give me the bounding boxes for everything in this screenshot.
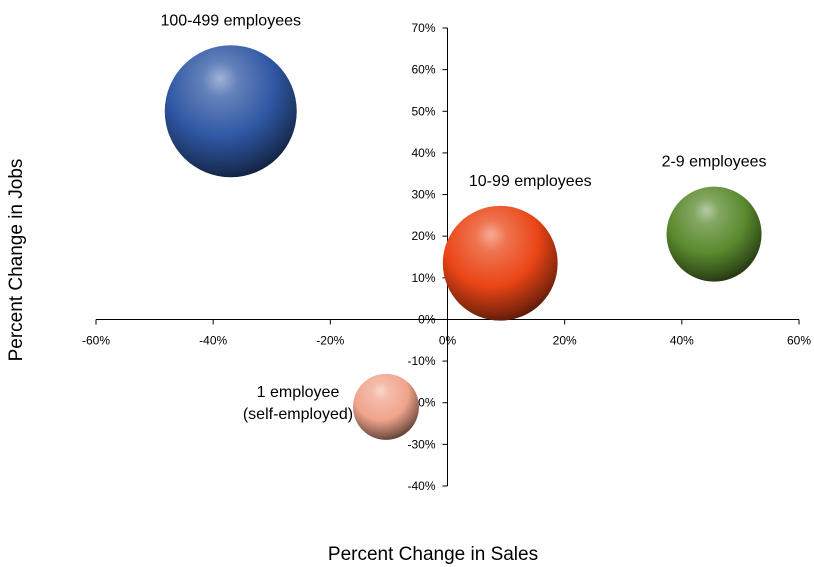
y-tick-label: 0% — [418, 312, 436, 326]
y-tick-label: -40% — [407, 479, 435, 493]
y-tick-label: 10% — [411, 271, 435, 285]
y-axis-title: Percent Change in Jobs — [6, 159, 27, 362]
bubble-label-2: 2-9 employees — [662, 154, 767, 171]
x-tick-label: 0% — [439, 333, 457, 347]
x-tick-label: 60% — [787, 333, 811, 347]
x-axis-title: Percent Change in Sales — [328, 544, 538, 565]
bubble-0 — [164, 45, 297, 178]
x-ticks: -60% -40% -20% 0% 20% 40% 60% — [82, 319, 811, 347]
bubble-label-1: 10-99 employees — [469, 173, 592, 190]
x-tick-label: 40% — [670, 333, 694, 347]
bubble-labels: 100-499 employees 10-99 employees 2-9 empl… — [160, 12, 766, 423]
x-tick-label: -40% — [199, 333, 227, 347]
y-tick-label: 30% — [411, 188, 435, 202]
bubble-1 — [442, 205, 558, 321]
bubble-label-3: (self-employed) — [243, 406, 353, 423]
bubbles — [164, 45, 762, 440]
y-tick-label: 40% — [411, 146, 435, 160]
bubble-label-0: 100-499 employees — [160, 12, 301, 29]
bubble-label-3: 1 employee — [257, 384, 340, 401]
y-tick-label: 50% — [411, 104, 435, 118]
bubble-2 — [666, 186, 762, 282]
bubble-3 — [352, 373, 419, 440]
y-tick-label: 20% — [411, 229, 435, 243]
x-tick-label: 20% — [553, 333, 577, 347]
y-tick-label: 70% — [411, 21, 435, 35]
y-tick-label: -10% — [407, 354, 435, 368]
x-tick-label: -60% — [82, 333, 110, 347]
y-tick-label: 60% — [411, 63, 435, 77]
x-tick-label: -20% — [316, 333, 344, 347]
y-tick-label: -30% — [407, 437, 435, 451]
